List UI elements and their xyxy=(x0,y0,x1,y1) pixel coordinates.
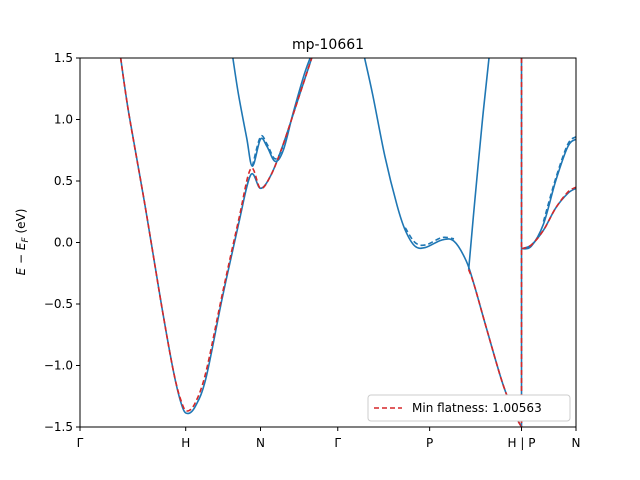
y-tick-label: −0.5 xyxy=(44,297,73,311)
series-line-flat4 xyxy=(521,186,576,250)
series-line-band2 xyxy=(363,58,523,427)
x-tick-label: H | P xyxy=(508,436,536,450)
series-layer xyxy=(119,58,576,427)
y-axis-label: E − EF (eV) xyxy=(14,209,31,276)
series-line-band2b xyxy=(467,58,490,270)
x-tick-label: N xyxy=(256,436,265,450)
series-line-band1dash xyxy=(251,134,284,167)
series-line-band2dash xyxy=(404,227,455,247)
y-tick-label: 0.0 xyxy=(54,236,73,250)
series-line-band1b xyxy=(232,58,311,168)
plot-area xyxy=(79,57,577,428)
y-tick-label: −1.0 xyxy=(44,359,73,373)
legend-box xyxy=(367,394,571,422)
x-tick-label: N xyxy=(572,436,581,450)
y-axis: −1.5 −1.0 −0.5 0.0 0.5 1.0 1.5 xyxy=(44,51,80,434)
x-tick-label: H xyxy=(181,436,190,450)
chart-title: mp-10661 xyxy=(292,37,364,53)
legend: Min flatness: 1.00563 xyxy=(367,394,571,422)
x-axis: Γ H N Γ P H | P N xyxy=(77,427,581,450)
y-tick-label: 1.5 xyxy=(54,51,73,65)
series-line-band4dash xyxy=(542,136,576,222)
series-line-band4 xyxy=(521,138,576,250)
x-tick-label: Γ xyxy=(334,436,341,450)
x-tick-label: P xyxy=(426,436,433,450)
y-tick-label: −1.5 xyxy=(44,420,73,434)
x-tick-label: Γ xyxy=(77,436,84,450)
series-line-flat1 xyxy=(119,58,313,412)
legend-label: Min flatness: 1.00563 xyxy=(412,401,542,415)
y-tick-label: 0.5 xyxy=(54,174,73,188)
y-tick-label: 1.0 xyxy=(54,113,73,127)
